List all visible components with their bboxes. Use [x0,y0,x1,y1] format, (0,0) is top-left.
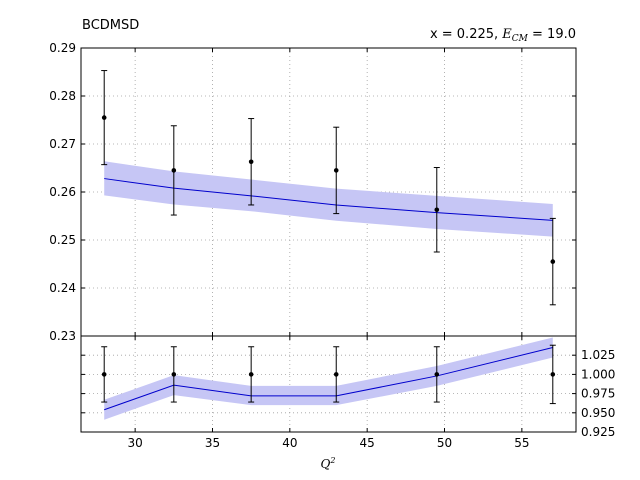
top-band-area [104,161,553,237]
bot-marker-1 [171,372,177,377]
x-axis-label-main: Q [321,457,331,471]
top-marker-5 [550,259,556,264]
bot-xtick-label-3: 45 [360,436,375,450]
bot-xtick-label-1: 35 [205,436,220,450]
bot-point-4 [433,346,440,403]
bot-xtick-label-0: 30 [128,436,143,450]
title-right-math-main: E [501,27,512,42]
title-right-suffix: = 19.0 [528,27,576,42]
bottom-y-axis: 0.925 0.950 0.975 1.000 1.025 [81,348,615,439]
title-right-prefix: x = 0.225, [430,27,502,42]
top-ytick-label-1: 0.24 [49,281,76,295]
bot-band-area [104,337,553,420]
title-right-math-sub: CM [512,34,529,44]
bottom-theory-band [104,337,553,420]
top-theory-path [104,178,553,221]
bot-marker-5 [550,372,556,377]
bottom-panel-frame [80,335,577,433]
top-point-0 [101,70,108,166]
bot-point-0 [101,346,108,403]
bot-ytick-label-1: 0.950 [581,406,615,420]
bot-xtick-label-2: 40 [282,436,297,450]
top-point-5 [549,217,556,306]
bot-point-3 [333,346,340,403]
bot-marker-4 [434,372,440,377]
bot-point-5 [549,344,556,405]
top-x-ticks [134,48,523,336]
top-data-points [101,70,556,306]
bot-ytick-label-2: 0.975 [581,387,615,401]
top-ytick-label-4: 0.27 [49,137,76,151]
top-ytick-label-3: 0.26 [49,185,76,199]
top-ytick-label-6: 0.29 [49,41,76,55]
top-ytick-label-5: 0.28 [49,89,76,103]
top-theory-band [104,161,553,237]
top-marker-0 [101,115,107,120]
top-ytick-label-0: 0.23 [49,329,76,343]
title-right: x = 0.225, ECM = 19.0 [430,27,576,44]
bottom-x-axis: 30 35 40 45 50 55 [128,336,530,450]
top-point-2 [248,118,255,206]
x-axis-label-sup: 2 [329,456,335,465]
top-marker-3 [333,168,339,173]
bottom-data-points [101,344,556,405]
x-axis-label: Q2 [321,456,336,471]
bot-marker-2 [248,372,254,377]
bot-marker-3 [333,372,339,377]
top-point-1 [170,125,177,216]
bot-point-2 [248,346,255,403]
bot-point-1 [170,346,177,403]
top-theory-line [104,178,553,221]
bot-theory-path [104,347,553,411]
bot-xtick-label-5: 55 [514,436,529,450]
bottom-theory-line [104,347,553,411]
bot-marker-0 [101,372,107,377]
top-point-3 [333,126,340,215]
top-ytick-label-2: 0.25 [49,233,76,247]
top-point-4 [433,167,440,253]
top-y-axis: 0.23 0.24 0.25 0.26 0.27 0.28 0.29 [49,41,576,343]
bot-ytick-label-0: 0.925 [581,425,615,439]
bot-ytick-label-3: 1.000 [581,367,615,381]
title-left: BCDMSD [82,18,139,33]
top-marker-2 [248,159,254,165]
top-marker-4 [434,207,440,213]
bot-ytick-label-4: 1.025 [581,348,615,362]
top-marker-1 [171,168,177,173]
bot-xtick-label-4: 50 [437,436,452,450]
